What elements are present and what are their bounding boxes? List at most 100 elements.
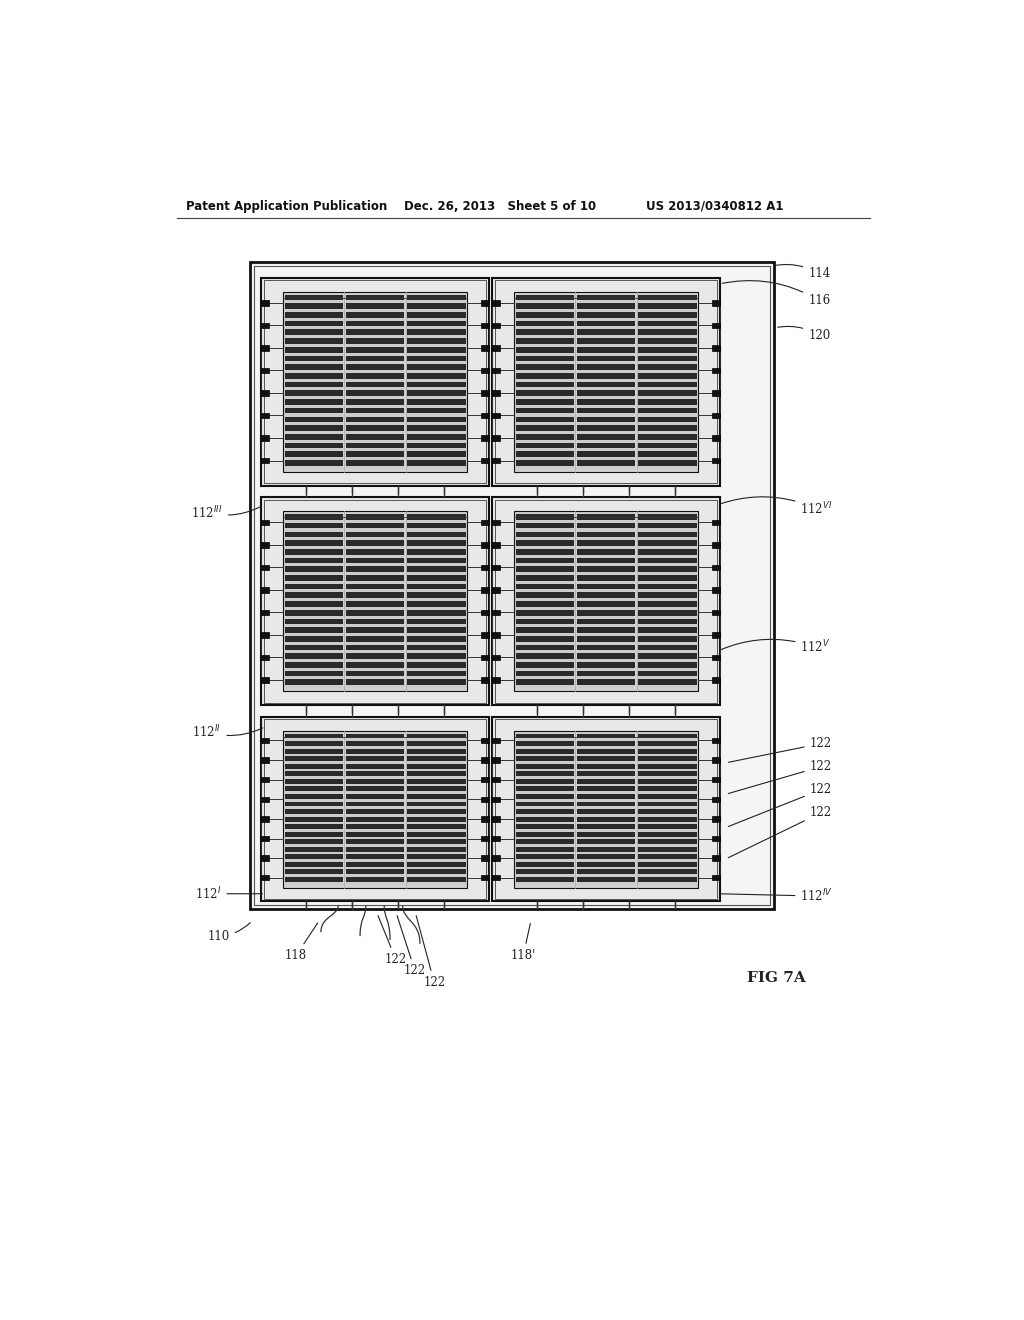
Bar <box>346 374 404 379</box>
Bar <box>712 855 720 861</box>
Bar <box>285 364 343 370</box>
Bar <box>408 330 466 335</box>
Bar <box>346 408 404 413</box>
Bar <box>577 330 635 335</box>
Bar <box>346 451 404 457</box>
Bar <box>408 610 466 615</box>
Bar <box>481 368 488 374</box>
Bar <box>408 734 466 738</box>
Bar <box>577 809 635 814</box>
Bar <box>408 540 466 546</box>
Bar <box>493 458 500 463</box>
Bar <box>638 680 696 685</box>
Bar <box>577 459 635 466</box>
Bar <box>408 644 466 651</box>
Bar <box>493 391 500 396</box>
Bar <box>408 619 466 624</box>
Text: 122: 122 <box>728 783 831 826</box>
Bar <box>261 498 488 705</box>
Bar <box>285 741 343 746</box>
Bar <box>261 368 269 374</box>
Bar <box>638 809 696 814</box>
Bar <box>493 498 720 705</box>
Bar <box>261 655 269 660</box>
Bar <box>285 408 343 413</box>
Bar <box>577 627 635 632</box>
Bar <box>261 543 269 548</box>
Bar <box>261 717 488 902</box>
Bar <box>481 610 488 615</box>
Bar <box>261 565 269 570</box>
Bar <box>408 294 466 469</box>
Bar <box>515 734 573 884</box>
Bar <box>481 796 488 803</box>
Bar <box>577 583 635 590</box>
Bar <box>285 817 343 821</box>
Bar <box>261 300 269 305</box>
Bar <box>408 787 466 791</box>
Bar <box>408 294 466 301</box>
Bar <box>577 644 635 651</box>
Bar <box>515 847 573 851</box>
Bar <box>515 876 573 882</box>
Bar <box>638 304 696 309</box>
Bar <box>638 801 696 807</box>
Bar <box>515 840 573 843</box>
Bar <box>712 300 720 305</box>
Bar <box>515 294 573 301</box>
Bar <box>638 741 696 746</box>
Bar <box>712 322 720 329</box>
Bar <box>346 515 404 688</box>
Bar <box>346 680 404 685</box>
Text: 114: 114 <box>774 264 830 280</box>
Bar <box>577 862 635 867</box>
Text: 120: 120 <box>778 326 830 342</box>
Bar <box>408 771 466 776</box>
Bar <box>408 549 466 554</box>
Bar <box>346 513 404 520</box>
Bar <box>712 565 720 570</box>
Bar <box>515 627 573 632</box>
Bar <box>408 451 466 457</box>
Bar <box>481 543 488 548</box>
Bar <box>515 610 573 615</box>
Bar <box>638 381 696 387</box>
Bar <box>638 515 696 688</box>
Bar <box>577 610 635 615</box>
Bar <box>515 734 573 738</box>
Bar <box>261 855 269 861</box>
Bar <box>261 610 269 615</box>
Bar <box>346 653 404 659</box>
Bar <box>285 557 343 564</box>
Bar <box>408 576 466 581</box>
Bar <box>712 758 720 763</box>
Bar <box>514 292 698 471</box>
Bar <box>515 862 573 867</box>
Bar <box>285 540 343 546</box>
Bar <box>346 391 404 396</box>
Bar <box>285 840 343 843</box>
Text: 122: 122 <box>728 760 831 793</box>
Bar <box>638 434 696 440</box>
Bar <box>515 809 573 814</box>
Bar <box>577 801 635 807</box>
Bar <box>285 832 343 837</box>
Bar <box>261 632 269 638</box>
Bar <box>712 543 720 548</box>
Bar <box>346 459 404 466</box>
Bar <box>346 532 404 537</box>
Bar <box>408 442 466 449</box>
Bar <box>638 756 696 762</box>
Bar <box>577 304 635 309</box>
Bar <box>285 787 343 791</box>
Bar <box>346 801 404 807</box>
Bar <box>515 355 573 362</box>
Bar <box>346 338 404 343</box>
Bar <box>285 515 343 688</box>
Bar <box>493 277 720 486</box>
Bar <box>638 459 696 466</box>
Bar <box>285 576 343 581</box>
Bar <box>712 520 720 525</box>
Bar <box>346 321 404 326</box>
Bar <box>577 663 635 668</box>
